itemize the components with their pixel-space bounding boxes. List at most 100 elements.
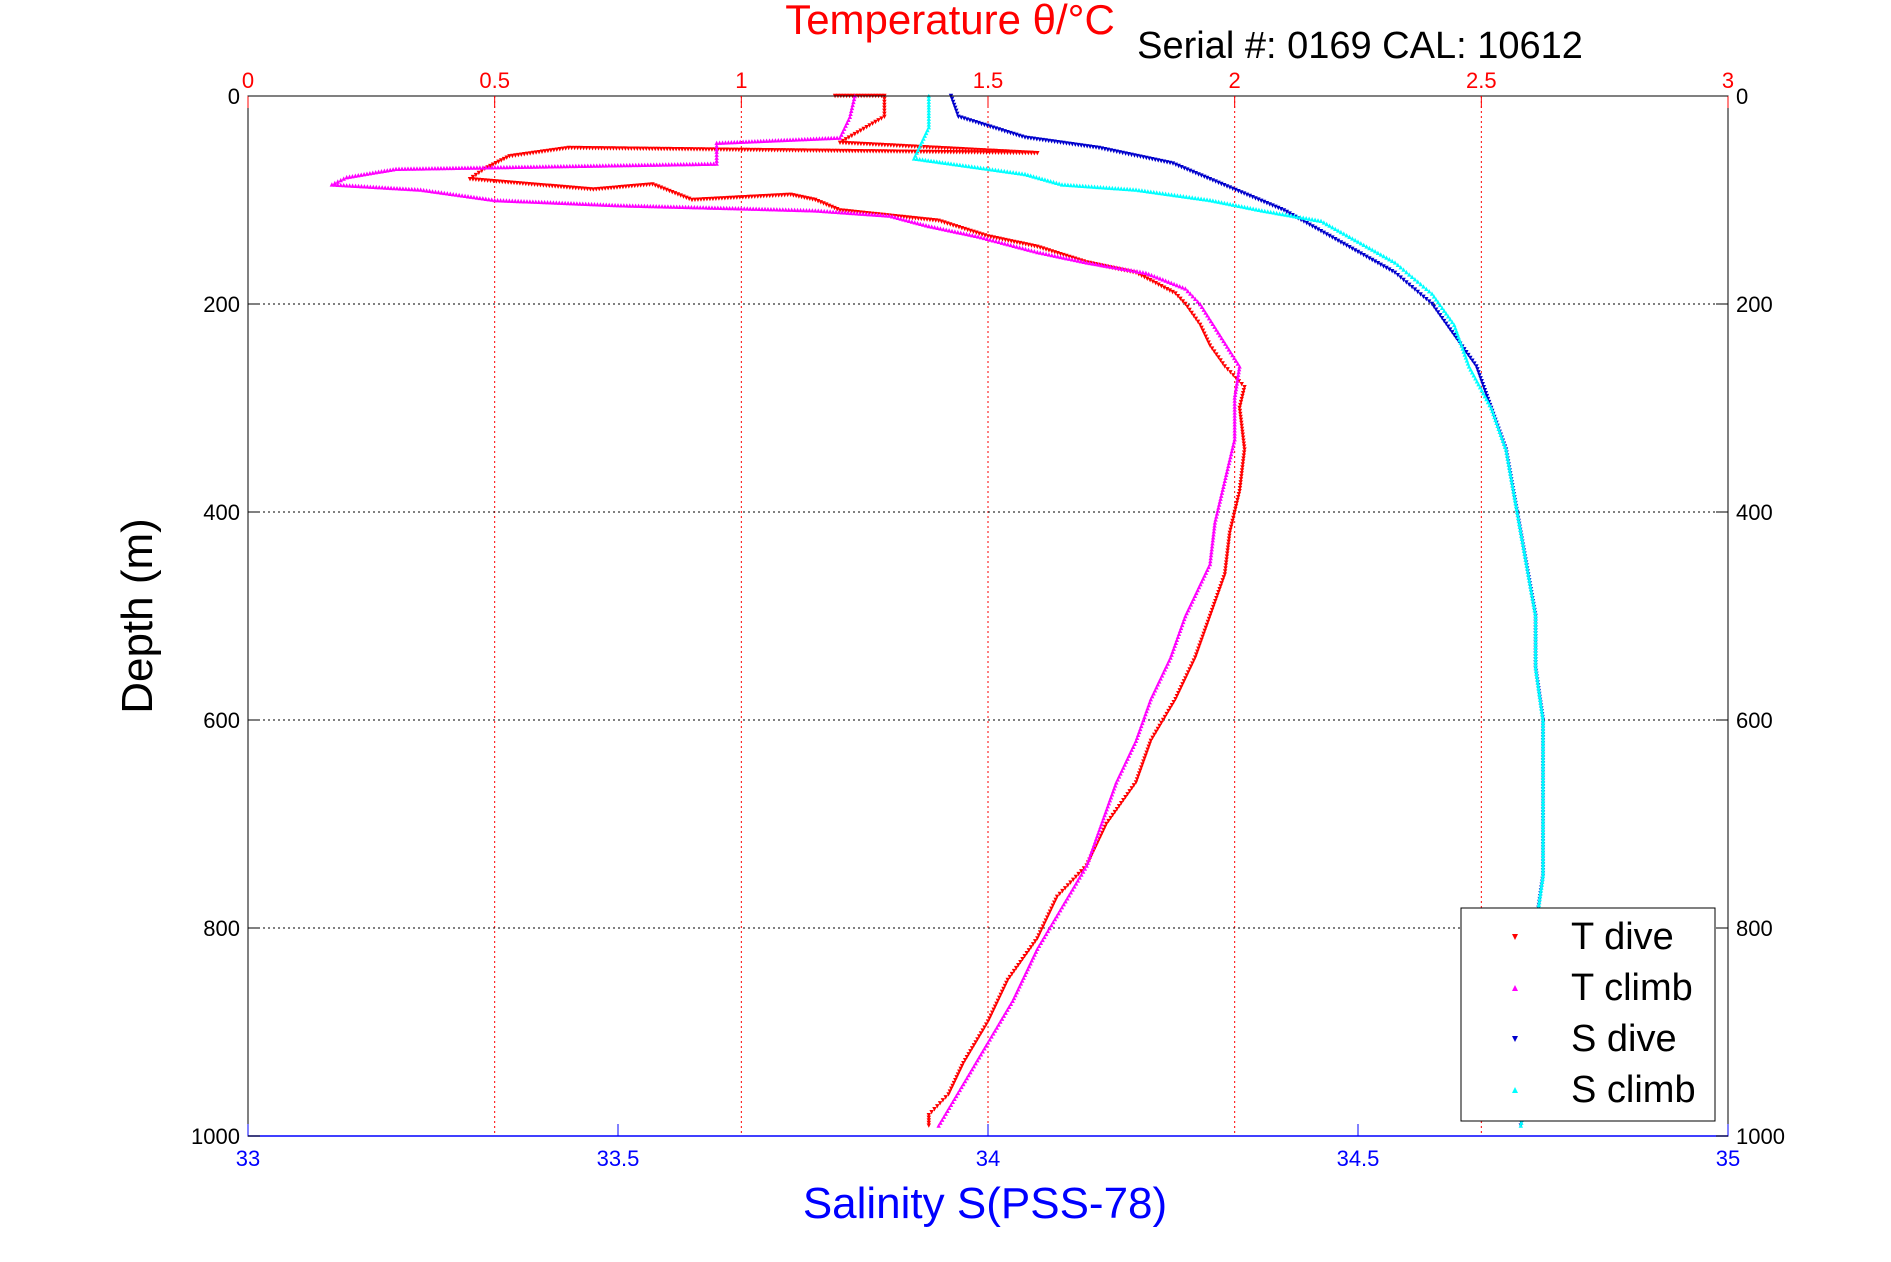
data-point: [926, 122, 931, 127]
data-point: [1183, 301, 1188, 307]
data-point: [1259, 198, 1264, 203]
data-point: [1127, 186, 1133, 192]
data-point: [1267, 202, 1272, 207]
data-point: [745, 147, 750, 153]
data-point: [1237, 405, 1242, 411]
data-point: [715, 205, 721, 210]
data-point: [1540, 813, 1546, 818]
data-point: [957, 1087, 963, 1093]
data-point: [1180, 299, 1186, 304]
data-point: [849, 133, 855, 139]
data-point: [1398, 275, 1403, 280]
data-point: [1228, 454, 1233, 460]
data-point: [685, 147, 691, 152]
data-point: [1175, 294, 1181, 299]
data-point: [530, 150, 536, 156]
data-point: [672, 191, 678, 196]
data-point: [1173, 291, 1178, 296]
right-tick-label: 1000: [1736, 1124, 1785, 1149]
data-point: [1392, 270, 1398, 275]
data-point: [560, 200, 565, 206]
data-point: [1418, 281, 1423, 287]
data-point: [945, 1108, 950, 1113]
data-point: [843, 123, 848, 128]
data-point: [909, 219, 915, 224]
legend-label: T climb: [1571, 967, 1693, 1009]
data-point: [1232, 509, 1237, 515]
data-point: [1238, 399, 1244, 405]
data-point: [1232, 395, 1237, 400]
data-point: [1136, 771, 1142, 776]
data-point: [595, 202, 600, 207]
data-point: [987, 237, 993, 242]
data-point: [1256, 207, 1262, 213]
data-point: [573, 163, 579, 169]
data-point: [1477, 373, 1482, 378]
data-point: [1229, 448, 1235, 454]
data-point: [951, 146, 956, 151]
data-point: [992, 1028, 998, 1033]
data-point: [635, 183, 640, 188]
data-point: [867, 149, 873, 154]
data-point: [567, 185, 573, 190]
data-point: [1234, 381, 1240, 386]
data-point: [626, 184, 632, 189]
data-point: [852, 141, 858, 146]
data-point: [1060, 888, 1065, 894]
data-point: [975, 147, 980, 153]
data-point: [998, 992, 1003, 998]
data-point: [1225, 466, 1230, 472]
data-point: [1084, 260, 1089, 265]
data-point: [1506, 462, 1511, 467]
data-point: [1207, 561, 1213, 567]
data-point: [720, 140, 725, 145]
data-point: [698, 205, 703, 210]
data-point: [876, 142, 882, 148]
data-point: [1540, 804, 1546, 809]
data-point: [709, 147, 715, 152]
data-point: [1033, 939, 1038, 944]
data-point: [714, 158, 719, 163]
data-point: [717, 140, 722, 145]
data-point: [1478, 376, 1483, 381]
data-point: [1233, 389, 1238, 395]
data-point: [1540, 830, 1546, 835]
data-point: [1040, 937, 1045, 943]
data-point: [1238, 480, 1243, 485]
data-point: [988, 1013, 994, 1018]
data-point: [978, 150, 983, 155]
data-point: [1024, 951, 1029, 956]
data-point: [510, 198, 515, 203]
data-point: [623, 146, 628, 151]
data-point: [557, 200, 562, 205]
data-point: [1536, 902, 1542, 908]
data-point: [1119, 801, 1124, 806]
data-point: [1046, 912, 1051, 917]
data-point: [802, 136, 807, 142]
data-point: [456, 192, 462, 198]
data-point: [618, 203, 624, 208]
data-point: [1217, 499, 1223, 504]
data-point: [939, 145, 944, 151]
data-point: [1133, 780, 1139, 785]
data-point: [731, 195, 737, 200]
data-point: [1108, 264, 1113, 269]
data-point: [1102, 263, 1107, 268]
data-point: [690, 161, 695, 167]
data-point: [834, 135, 840, 140]
data-point: [691, 147, 697, 152]
data-point: [1510, 486, 1516, 491]
data-point: [1533, 668, 1539, 674]
data-point: [1384, 265, 1389, 271]
data-point: [675, 162, 680, 167]
data-point: [465, 165, 471, 170]
data-point: [837, 135, 843, 140]
data-point: [1179, 165, 1184, 170]
data-point: [961, 1061, 966, 1066]
data-point: [708, 161, 713, 166]
data-point: [1511, 491, 1517, 497]
data-point: [992, 1004, 998, 1009]
data-point: [621, 162, 626, 168]
data-point: [1200, 328, 1206, 333]
